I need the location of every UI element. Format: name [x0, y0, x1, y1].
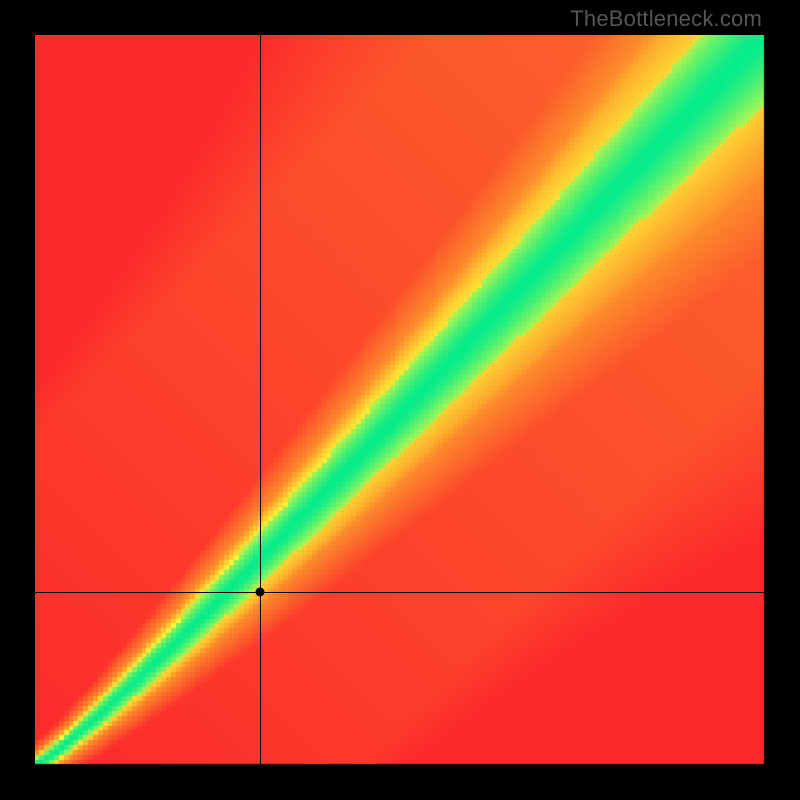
- heatmap-canvas: [35, 35, 765, 765]
- crosshair-marker: [255, 587, 264, 596]
- watermark-text: TheBottleneck.com: [570, 6, 762, 32]
- plot-area: [35, 35, 765, 765]
- crosshair-vertical: [260, 35, 261, 765]
- crosshair-horizontal: [35, 592, 765, 593]
